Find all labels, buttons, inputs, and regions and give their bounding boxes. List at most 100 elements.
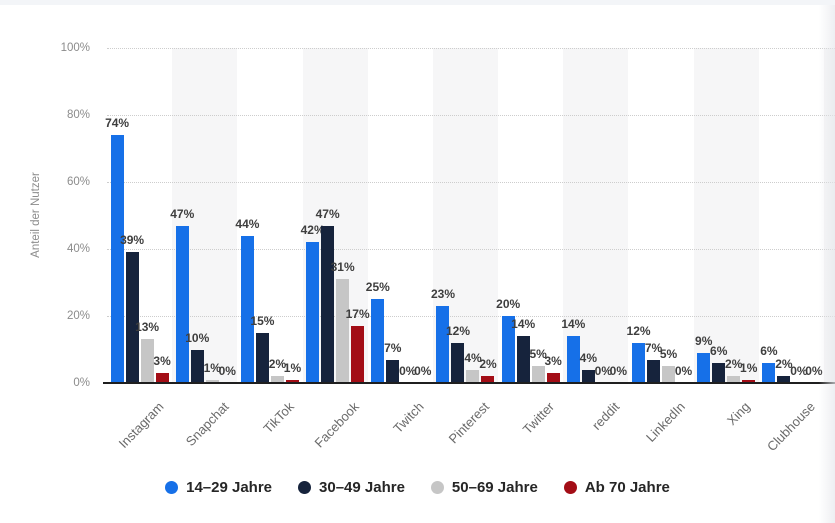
bar[interactable] [662,366,676,383]
bar[interactable] [240,235,254,383]
bar-value-label: 7% [644,340,663,355]
bar-wrap: 23% [431,288,455,383]
bar-value-label: 25% [365,280,390,295]
bar-value-label: 5% [529,347,547,362]
bar[interactable] [531,366,545,383]
bar[interactable] [155,372,169,383]
category-label: reddit [589,399,623,433]
legend-dot-icon [563,480,577,494]
y-tick-label: 80% [66,109,90,121]
bar-group-tiktok: 44% 15% 2% 1% [235,48,302,383]
category-label: TikTok [260,399,297,437]
gridline [107,48,835,49]
bar-value-label: 1% [203,360,221,375]
legend-item[interactable]: Ab 70 Jahre [563,479,670,496]
bar-value-label: 6% [710,343,728,358]
bar-value-label: 3% [544,353,562,368]
bar-wrap: 14% [561,318,585,383]
bar-value-label: 0% [594,364,613,378]
bar[interactable] [285,379,299,383]
bar[interactable] [546,372,560,383]
bar[interactable] [371,299,385,383]
bar[interactable] [501,316,515,383]
bar-wrap: 20% [496,298,520,383]
bar-value-label: 12% [445,323,470,338]
bar-wrap: 74% [105,117,129,383]
bar-group-snapchat: 47% 10% 1% 0% [170,48,237,383]
bar[interactable] [466,369,480,383]
legend-item[interactable]: 30–49 Jahre [298,479,405,496]
category-label: Xing [724,399,754,429]
bar-value-label: 2% [268,357,287,372]
column-band [824,48,835,383]
bar-wrap: 13% [135,321,159,383]
gridline [107,249,835,250]
bar[interactable] [581,369,595,383]
bar-wrap: 25% [366,281,390,383]
bar-wrap: 10% [185,332,209,383]
bar[interactable] [697,352,711,383]
bar-value-label: 0% [805,364,823,378]
bar[interactable] [205,379,219,383]
bar-wrap: 4% [580,352,597,383]
bar-wrap: 6% [710,345,727,383]
bar-value-label: 0% [674,364,693,378]
bar[interactable] [481,376,495,383]
bar[interactable] [727,376,741,383]
bar[interactable] [351,326,365,383]
bar-value-label: 9% [695,333,713,348]
bar-wrap: 17% [346,308,370,383]
bar-wrap: 4% [464,352,482,383]
bar-wrap: 2% [269,358,286,383]
bar-value-label: 6% [760,343,778,358]
bar[interactable] [742,379,756,383]
legend-item[interactable]: 50–69 Jahre [430,478,538,496]
bar-wrap: 42% [301,224,325,383]
bar-wrap: 12% [627,325,651,383]
legend-dot-icon [165,480,179,494]
legend-item[interactable]: 14–29 Jahre [165,479,272,496]
top-bar [0,0,835,5]
bar[interactable] [762,362,776,383]
bar-value-label: 44% [235,216,260,231]
bar[interactable] [632,342,646,383]
bar[interactable] [712,362,726,383]
bar[interactable] [516,336,530,383]
bar[interactable] [386,359,400,383]
column-band [693,48,759,383]
bar[interactable] [566,336,580,383]
bar[interactable] [321,225,335,383]
bar-value-label: 1% [283,360,302,375]
bar-wrap: 44% [235,218,259,383]
y-tick-label: 100% [60,42,90,54]
bar-value-label: 47% [315,206,340,221]
bar-group-twitter: 20% 14% 5% 3% [496,48,563,383]
bar[interactable] [336,279,350,383]
bar[interactable] [777,376,791,383]
bar[interactable] [140,339,154,383]
bar[interactable] [647,359,661,383]
bar[interactable] [270,376,284,383]
bar[interactable] [175,225,189,383]
y-tick-label: 40% [66,243,90,255]
bar[interactable] [110,135,124,383]
bar-wrap: 5% [529,348,547,383]
bar[interactable] [436,305,450,383]
y-tick-label: 60% [66,176,90,188]
bar-value-label: 23% [430,286,455,301]
bar-wrap: 7% [384,342,401,383]
bar-wrap: 2% [725,358,742,383]
legend-label: 50–69 Jahre [451,478,538,496]
bar-value-label: 14% [561,317,586,332]
y-tick-label: 20% [66,310,90,322]
bar-wrap: 15% [250,315,274,383]
bar[interactable] [125,252,139,383]
bar[interactable] [451,342,465,383]
bar-group-linkedin: 12% 7% 5% 0% [627,48,693,383]
bar-value-label: 7% [384,340,402,355]
bar-group-instagram: 74% 39% 13% 3% [105,48,172,383]
bar[interactable] [306,242,320,383]
bar[interactable] [190,349,204,383]
bar[interactable] [255,332,269,383]
